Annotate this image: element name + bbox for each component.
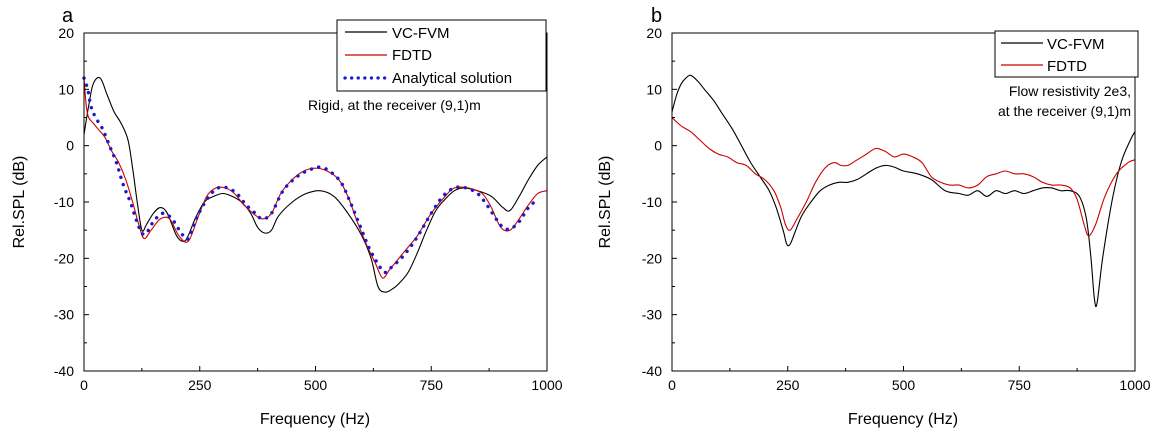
panel-b-xtick-label: 0 xyxy=(668,377,676,393)
panel-a-series-vc-fvm xyxy=(83,76,548,293)
panel-b-annotation-line-1: Flow resistivity 2e3, xyxy=(1009,83,1131,99)
legend-a-analytical: Analytical solution xyxy=(392,70,512,87)
panel-b-legend: VC-FVM FDTD xyxy=(994,30,1139,78)
panel-a-xlabel: Frequency (Hz) xyxy=(260,411,370,428)
panel-a-ytick-label: 20 xyxy=(58,25,74,41)
panel-a-xtick-label: 750 xyxy=(420,377,444,393)
panel-b-series-fdtd xyxy=(671,117,1136,237)
panel-b-ytick-label: -10 xyxy=(642,194,662,210)
panel-b-ytick-label: 20 xyxy=(646,25,662,41)
panel-a-xtick-label: 0 xyxy=(80,377,88,393)
panel-a-xtick-label: 500 xyxy=(304,377,328,393)
panel-b-xlabel: Frequency (Hz) xyxy=(848,411,958,428)
panel-b-ytick-label: 0 xyxy=(654,138,662,154)
panel-a-label: a xyxy=(62,5,74,27)
panel-b-xtick-label: 250 xyxy=(776,377,800,393)
panel-a-ytick-label: -40 xyxy=(54,363,74,379)
panel-b-ytick-label: -30 xyxy=(642,307,662,323)
panel-b-label: b xyxy=(651,5,662,27)
panel-a-ytick-label: -10 xyxy=(54,194,74,210)
panel-a-ticks: 0 250 500 750 1000 20 10 0 -10 -20 -30 -40 xyxy=(54,25,563,393)
panel-b-series-vc-fvm xyxy=(671,74,1136,308)
panel-a-legend: VC-FVM FDTD Analytical solution xyxy=(336,19,547,92)
panel-a-annotation: Rigid, at the receiver (9,1)m xyxy=(308,97,481,113)
panel-b-legend-box xyxy=(994,30,1139,78)
panel-b-xtick-label: 1000 xyxy=(1119,377,1150,393)
panel-a-xtick-label: 250 xyxy=(188,377,212,393)
panel-b-xtick-label: 750 xyxy=(1008,377,1032,393)
panel-a-ytick-label: -30 xyxy=(54,307,74,323)
panel-a-ytick-label: 10 xyxy=(58,81,74,97)
panel-a-plot xyxy=(82,76,548,293)
panel-b-annotation-line-2: at the receiver (9,1)m xyxy=(998,103,1131,119)
panel-a-ylabel: Rel.SPL (dB) xyxy=(11,156,28,249)
panel-a-ytick-label: -20 xyxy=(54,250,74,266)
legend-a-vcfvm: VC-FVM xyxy=(392,25,450,42)
panel-b-plot xyxy=(671,74,1136,308)
panel-b-ytick-label: 10 xyxy=(646,81,662,97)
panel-b-ytick-label: -20 xyxy=(642,250,662,266)
panel-b-ytick-label: -40 xyxy=(642,363,662,379)
panel-b-xtick-label: 500 xyxy=(892,377,916,393)
legend-a-fdtd: FDTD xyxy=(392,47,432,64)
panel-a-xtick-label: 1000 xyxy=(531,377,562,393)
legend-b-vcfvm: VC-FVM xyxy=(1047,36,1105,53)
legend-b-fdtd: FDTD xyxy=(1047,58,1087,75)
panel-b-ylabel: Rel.SPL (dB) xyxy=(597,156,614,249)
panel-a: a 0 250 500 750 1000 20 10 0 -10 -20 -30 -40 Freque… xyxy=(11,5,563,428)
panel-a-series-analytical-solution xyxy=(82,76,540,275)
panel-b: b 0 250 500 750 1000 20 10 0 -10 -20 -30 -40 Freque… xyxy=(597,5,1151,428)
panel-b-ticks: 0 250 500 750 1000 20 10 0 -10 -20 -30 -40 xyxy=(642,25,1151,393)
panel-a-ytick-label: 0 xyxy=(66,138,74,154)
